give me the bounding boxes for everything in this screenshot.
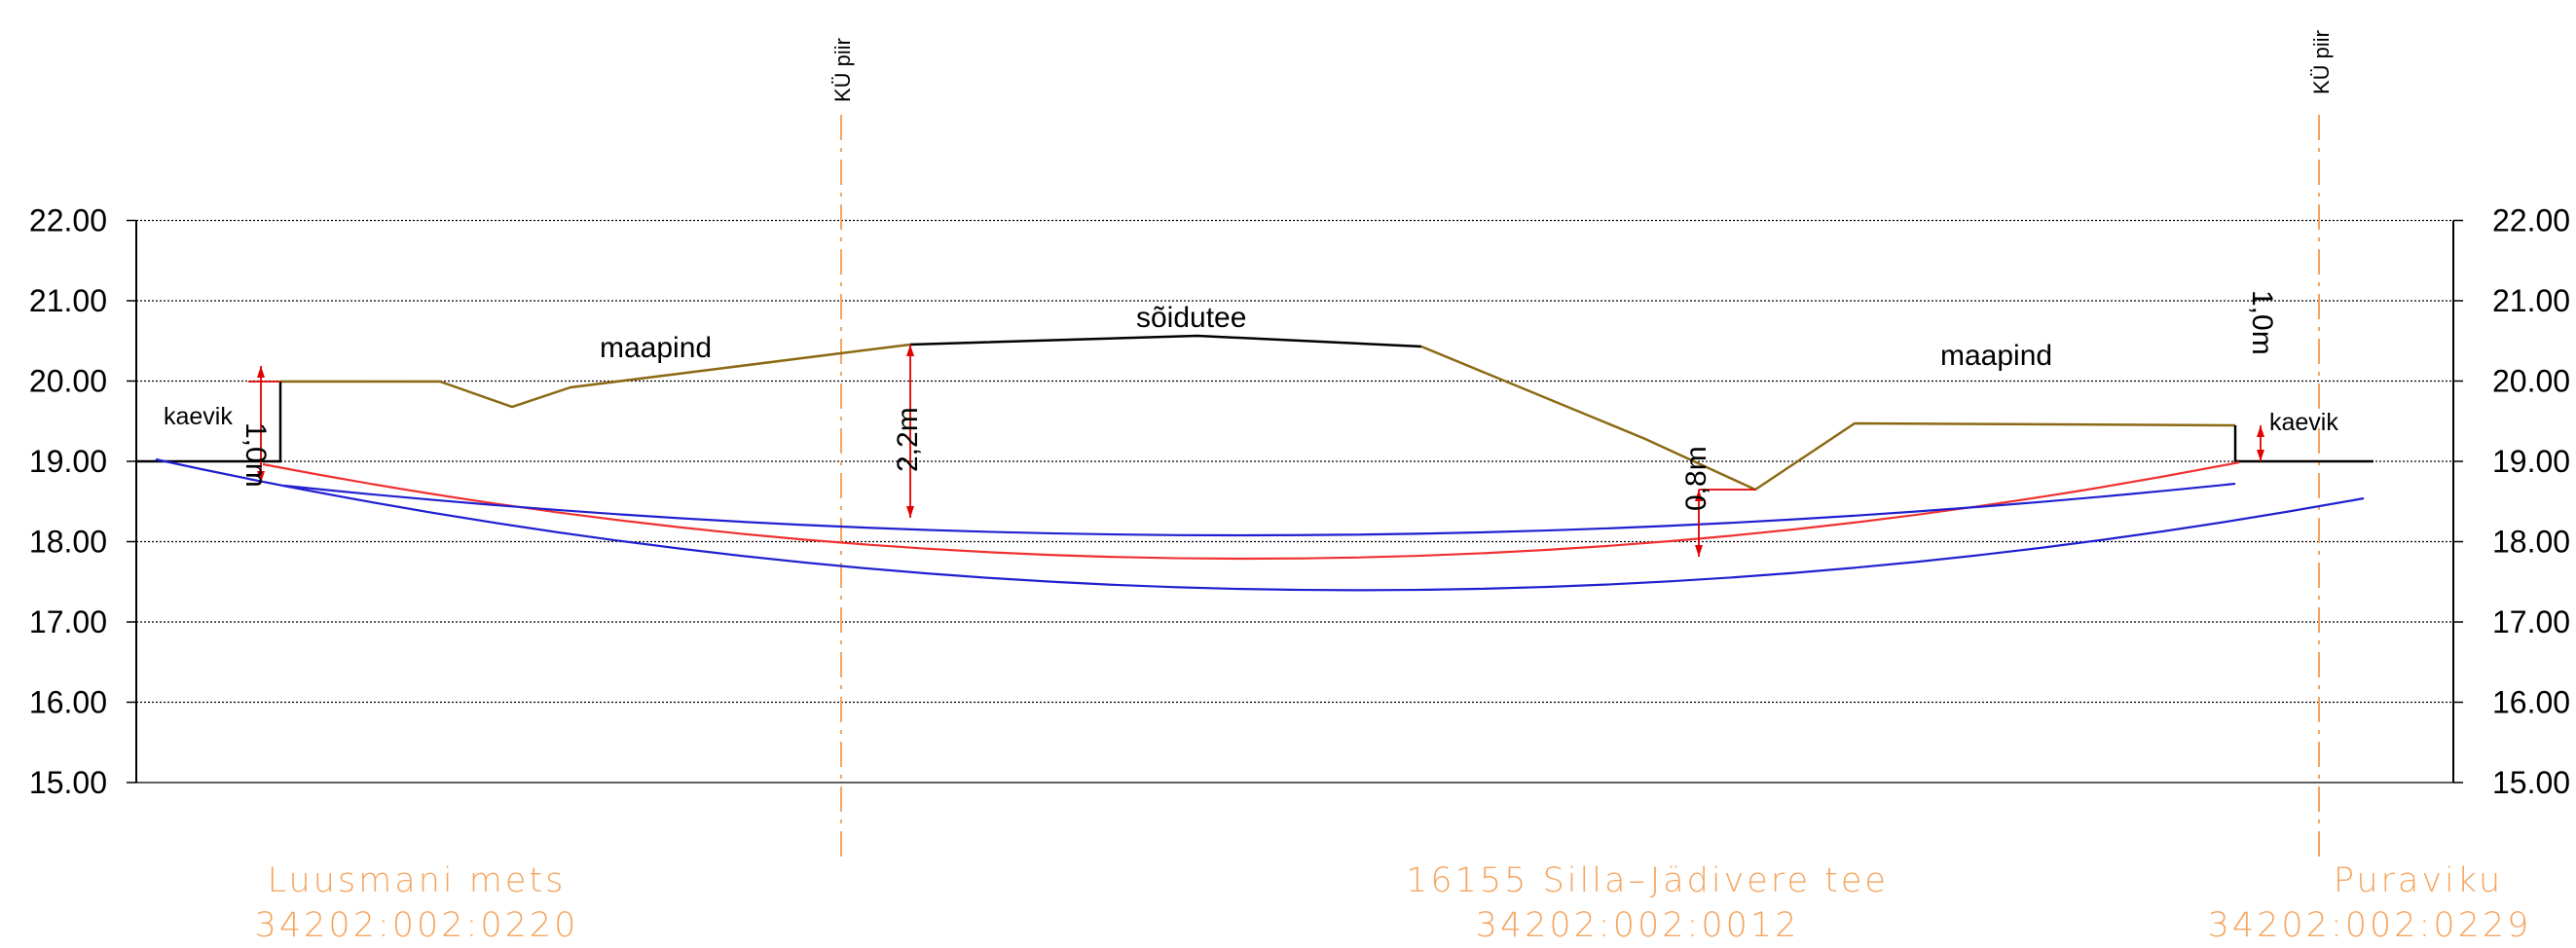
dimension-ditch-arrow-bottom xyxy=(1695,545,1703,557)
dimension-label-ditch: 0,8m xyxy=(1680,446,1712,511)
tick-label-right: 18.00 xyxy=(2492,525,2570,560)
ground-label-left: maapind xyxy=(600,332,712,364)
tick-label-left: 21.00 xyxy=(29,283,107,318)
road-surface-line xyxy=(909,334,1422,348)
profile-lines xyxy=(136,334,2374,592)
tick-label-right: 16.00 xyxy=(2492,685,2570,720)
tick-label-left: 17.00 xyxy=(29,604,107,639)
tick-label-left: 18.00 xyxy=(29,525,107,560)
dimension-road-arrow-top xyxy=(906,345,914,356)
boundary-label-left: KÜ piir xyxy=(830,38,855,102)
ground-label-right: maapind xyxy=(1940,340,2052,372)
tick-label-left: 16.00 xyxy=(29,685,107,720)
pipe-top-line xyxy=(283,482,2236,537)
dimension-trench-left-arrow-top xyxy=(257,366,265,378)
elevation-tick-labels: 15.00 15.00 16.00 16.00 17.00 17.00 18.00 18.00… xyxy=(29,203,2570,801)
parcel-code-right: 34202:002:0229 xyxy=(2208,906,2532,945)
tick-label-right: 21.00 xyxy=(2492,283,2570,318)
tick-label-right: 22.00 xyxy=(2492,203,2570,238)
dimension-label-trench-right: 1,0m xyxy=(2246,290,2278,355)
parcel-boundaries xyxy=(840,115,2320,861)
dimension-label-road: 2,2m xyxy=(892,407,924,472)
tick-label-left: 15.00 xyxy=(29,765,107,800)
boundary-label-right: KÜ piir xyxy=(2309,30,2334,94)
tick-label-right: 17.00 xyxy=(2492,604,2570,639)
dimension-road-arrow-bottom xyxy=(906,506,914,518)
tick-label-right: 20.00 xyxy=(2492,364,2570,399)
tick-label-left: 19.00 xyxy=(29,444,107,479)
trench-right xyxy=(2233,425,2374,463)
dimension-marks xyxy=(248,345,2264,557)
road-label: sõidutee xyxy=(1136,302,1246,334)
dimension-trench-right-arrow-top xyxy=(2257,425,2264,437)
trench-label-left: kaevik xyxy=(164,403,233,430)
trench-label-right: kaevik xyxy=(2269,409,2338,436)
trench-left xyxy=(136,382,282,463)
tick-label-left: 22.00 xyxy=(29,203,107,238)
parcel-name-right: Puraviku xyxy=(2334,861,2503,900)
dimension-trench-right-arrow-bottom xyxy=(2257,450,2264,461)
pipe-bottom-line xyxy=(155,457,2365,592)
ground-line-right xyxy=(1420,345,2236,492)
tick-label-left: 20.00 xyxy=(29,364,107,399)
tick-label-right: 19.00 xyxy=(2492,444,2570,479)
parcel-name-center: 16155 Silla–Jädivere tee xyxy=(1406,861,1889,900)
tick-label-right: 15.00 xyxy=(2492,765,2570,800)
dimension-label-trench-left: 1,0m xyxy=(239,422,272,488)
parcel-name-left: Luusmani mets xyxy=(268,861,567,900)
pipe-axis-line xyxy=(262,460,2240,561)
dimension-ditch-arrow-top xyxy=(1695,490,1703,501)
parcel-code-center: 34202:002:0012 xyxy=(1476,906,1800,945)
parcel-code-left: 34202:002:0220 xyxy=(255,906,579,945)
dimension-trench-left-arrow-bottom xyxy=(257,471,265,483)
ground-line-left xyxy=(280,343,911,409)
elevation-grid xyxy=(127,219,2463,784)
